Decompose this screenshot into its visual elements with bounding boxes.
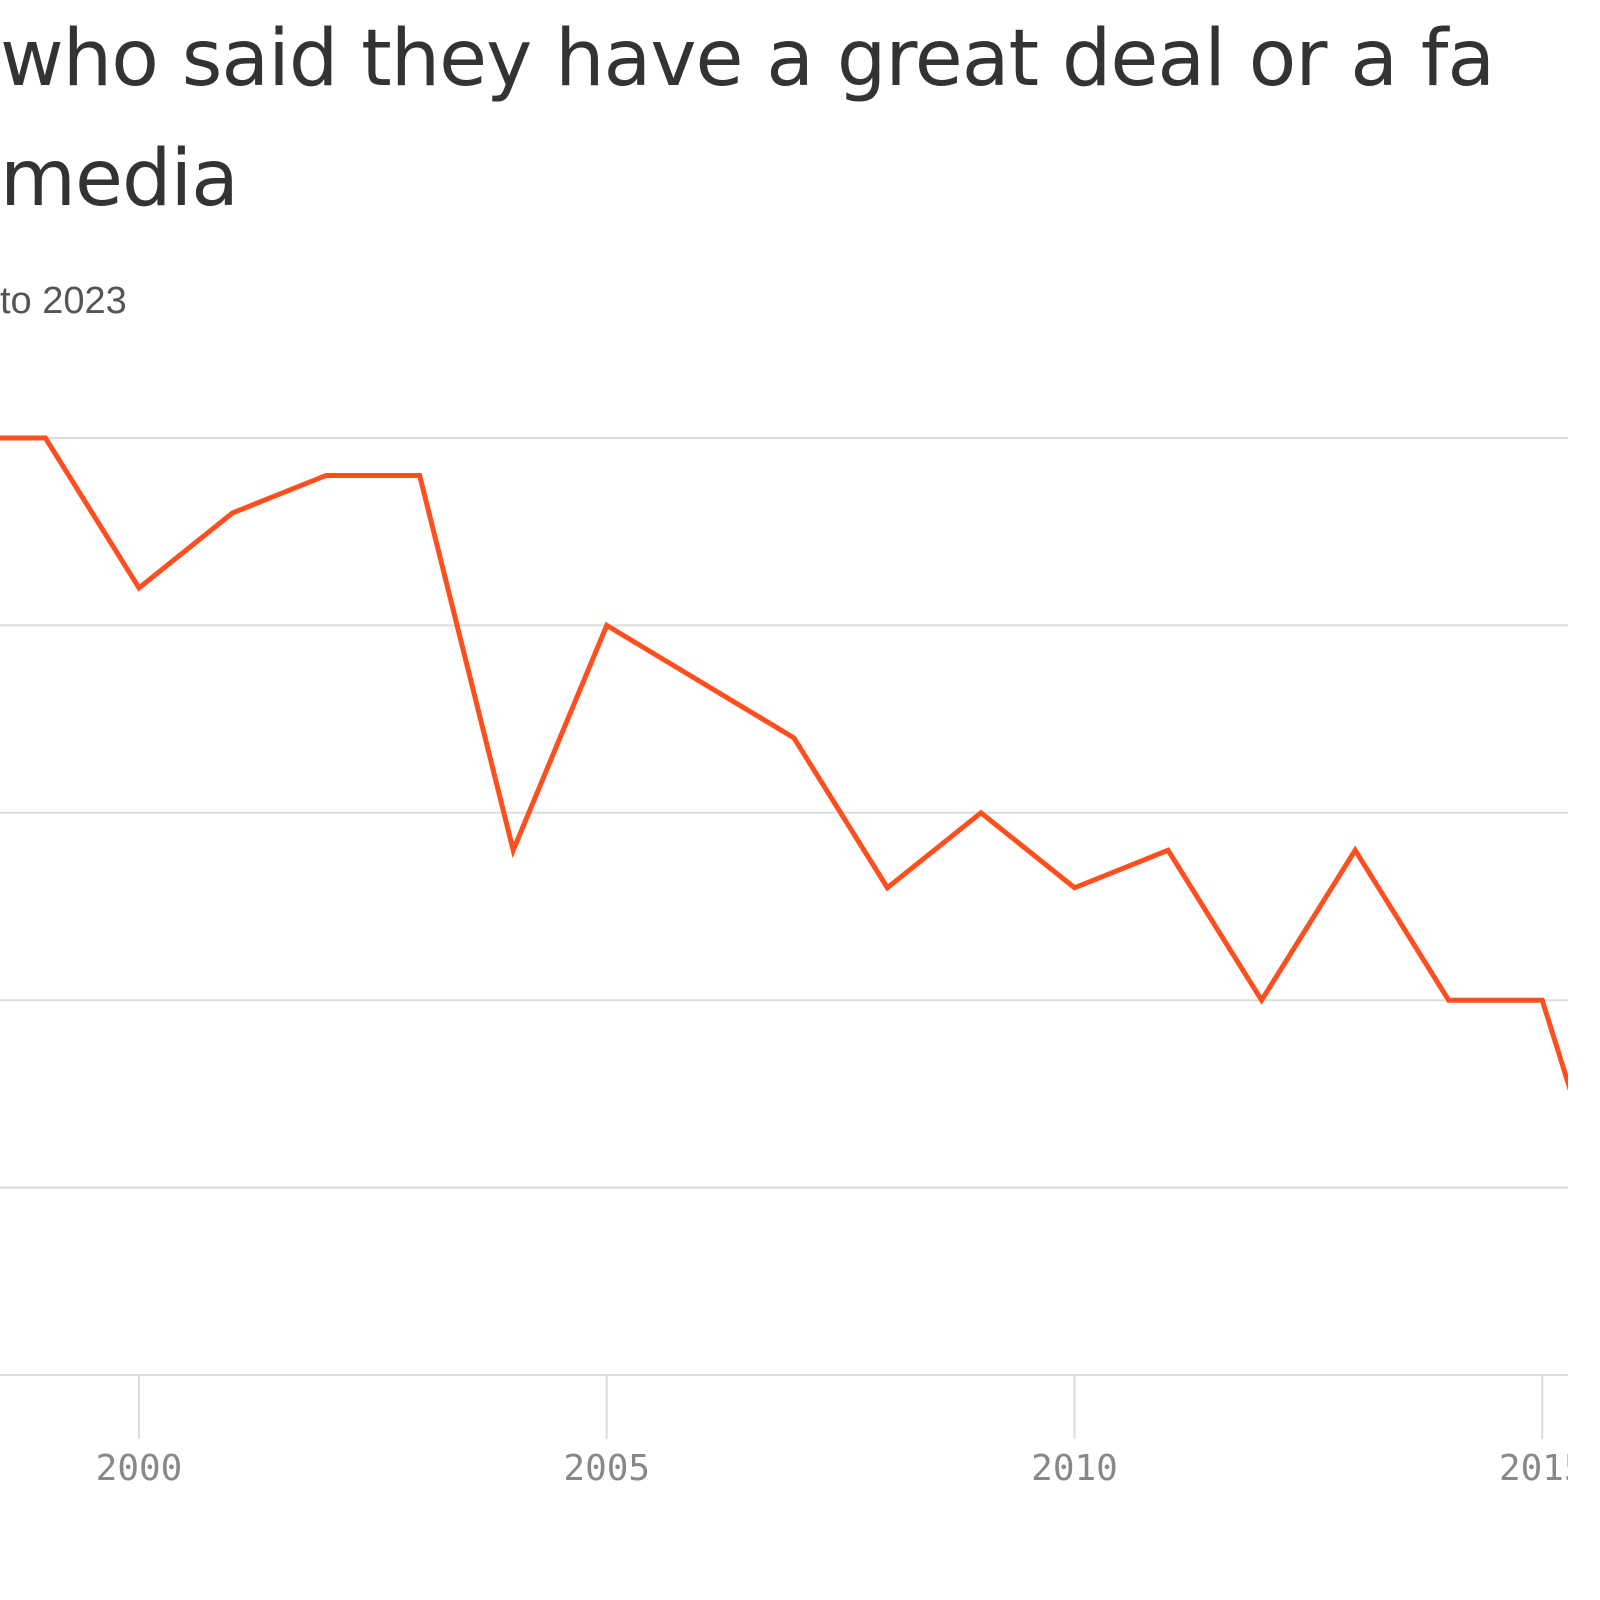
x-tick-label: 2015 [1499, 1448, 1568, 1489]
series-line [0, 435, 1568, 1092]
x-tick-label: 2010 [1031, 1448, 1118, 1489]
chart-subtitle: to 2023 [0, 280, 127, 322]
chart-title-line-2: media [0, 134, 239, 224]
chart-title-line-1: who said they have a great deal or a fa [0, 14, 1495, 104]
x-tick-label: 2005 [563, 1448, 650, 1489]
x-tick-label: 2000 [96, 1448, 183, 1489]
